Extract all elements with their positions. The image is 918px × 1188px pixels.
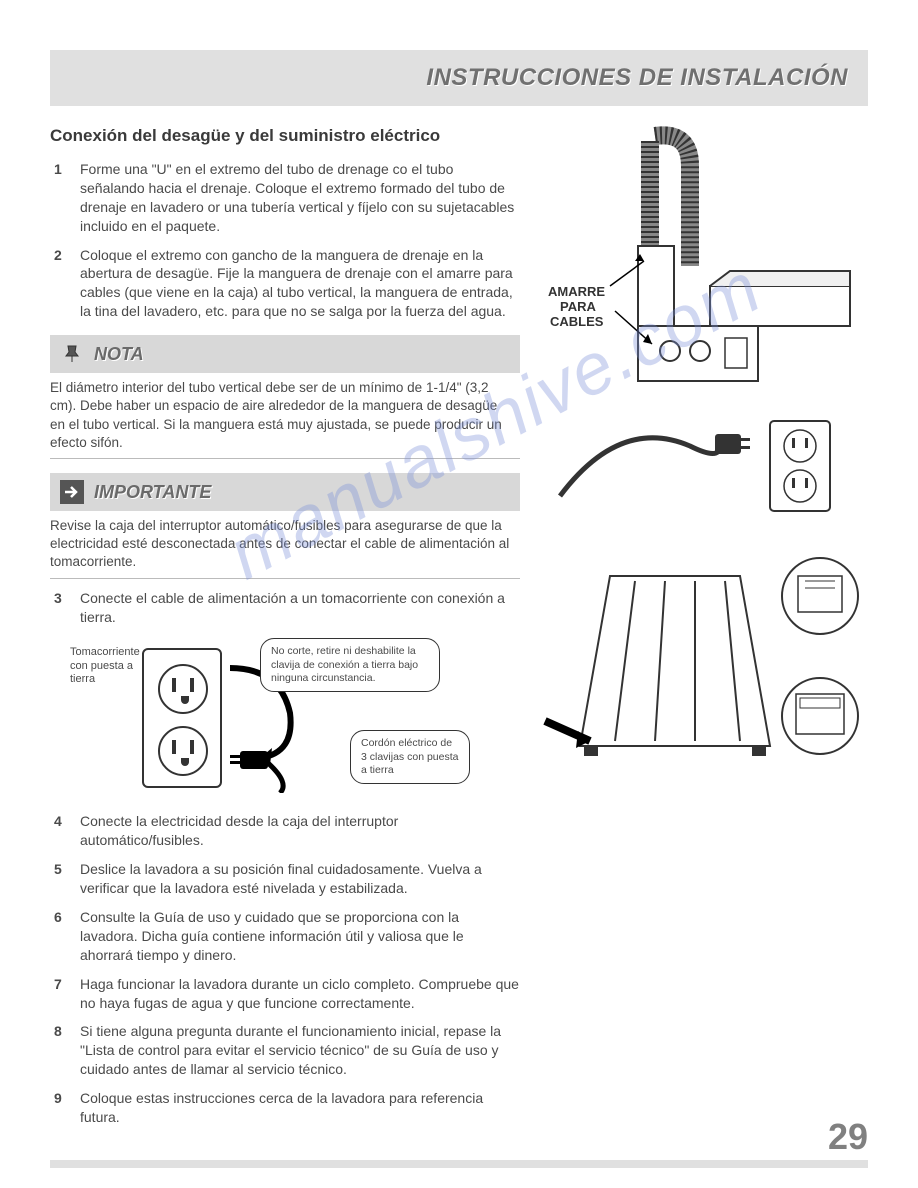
nota-body: El diámetro interior del tubo vertical d… — [50, 373, 520, 459]
nota-title: NOTA — [94, 344, 144, 365]
outlet-plate — [142, 648, 222, 788]
step-number: 6 — [54, 908, 62, 927]
header-bar: INSTRUCCIONES DE INSTALACIÓN — [50, 50, 868, 106]
step-text: Forme una "U" en el extremo del tubo de … — [80, 161, 514, 234]
outlet-label-left: Tomacorriente con puesta a tierra — [70, 646, 138, 686]
step-text: Haga funcionar la lavadora durante un ci… — [80, 976, 519, 1011]
page-header-title: INSTRUCCIONES DE INSTALACIÓN — [426, 64, 848, 92]
step-text: Consulte la Guía de uso y cuidado que se… — [80, 909, 464, 963]
svg-text:AMARRE: AMARRE — [548, 284, 605, 299]
importante-body: Revise la caja del interruptor automátic… — [50, 511, 520, 579]
svg-text:PARA: PARA — [560, 299, 596, 314]
step-number: 1 — [54, 160, 62, 179]
steps-list-a: 1 Forme una "U" en el extremo del tubo de… — [50, 160, 520, 321]
step-item: 9Coloque estas instrucciones cerca de la… — [80, 1089, 520, 1127]
step-text: Si tiene alguna pregunta durante el func… — [80, 1023, 501, 1077]
step-number: 3 — [54, 589, 62, 608]
bubble-bot: Cordón eléctrico de 3 clavijas con puest… — [350, 730, 470, 783]
nota-header: NOTA — [50, 335, 520, 373]
step-item: 2Coloque el extremo con gancho de la man… — [80, 246, 520, 322]
step-text: Coloque el extremo con gancho de la mang… — [80, 247, 513, 320]
nota-callout: NOTA El diámetro interior del tubo verti… — [50, 335, 520, 459]
step-text: Conecte el cable de alimentación a un to… — [80, 590, 505, 625]
socket-top — [158, 664, 208, 714]
footer-bar — [50, 1160, 868, 1168]
step-item: 7Haga funcionar la lavadora durante un c… — [80, 975, 520, 1013]
importante-header: IMPORTANTE — [50, 473, 520, 511]
bubble-top: No corte, retire ni deshabilite la clavi… — [260, 638, 440, 691]
importante-callout: IMPORTANTE Revise la caja del interrupto… — [50, 473, 520, 579]
step-number: 8 — [54, 1022, 62, 1041]
step-item: 6Consulte la Guía de uso y cuidado que s… — [80, 908, 520, 965]
svg-text:CABLES: CABLES — [550, 314, 604, 329]
outlet-diagram: Tomacorriente con puesta a tierra No cor… — [70, 638, 520, 798]
step-number: 7 — [54, 975, 62, 994]
content-columns: Conexión del desagüe y del suministro el… — [50, 126, 868, 1137]
step-number: 5 — [54, 860, 62, 879]
step-item: 1Forme una "U" en el extremo del tubo de… — [80, 160, 520, 236]
step-text: Coloque estas instrucciones cerca de la … — [80, 1090, 483, 1125]
section-title: Conexión del desagüe y del suministro el… — [50, 126, 520, 146]
step-item: 5Deslice la lavadora a su posición final… — [80, 860, 520, 898]
importante-title: IMPORTANTE — [94, 482, 211, 503]
step-item: 8Si tiene alguna pregunta durante el fun… — [80, 1022, 520, 1079]
steps-list-c: 4 Conecte la electricidad desde la caja d… — [50, 812, 520, 1126]
pushpin-icon — [60, 342, 84, 366]
step-item: 3Conecte el cable de alimentación a un t… — [80, 589, 520, 627]
step-number: 2 — [54, 246, 62, 265]
right-column: AMARRE PARA CABLES — [540, 126, 860, 1137]
figure-slide-washer — [540, 546, 860, 806]
step-item: 4Conecte la electricidad desde la caja d… — [80, 812, 520, 850]
figure-drain-hose: AMARRE PARA CABLES — [540, 126, 860, 386]
steps-list-b: 3 Conecte el cable de alimentación a un t… — [50, 589, 520, 627]
figure-plug-outlet — [540, 406, 860, 526]
page-number: 29 — [828, 1116, 868, 1158]
step-text: Conecte la electricidad desde la caja de… — [80, 813, 398, 848]
left-column: Conexión del desagüe y del suministro el… — [50, 126, 520, 1137]
arrow-right-icon — [60, 480, 84, 504]
socket-bottom — [158, 726, 208, 776]
step-text: Deslice la lavadora a su posición final … — [80, 861, 482, 896]
step-number: 4 — [54, 812, 62, 831]
step-number: 9 — [54, 1089, 62, 1108]
